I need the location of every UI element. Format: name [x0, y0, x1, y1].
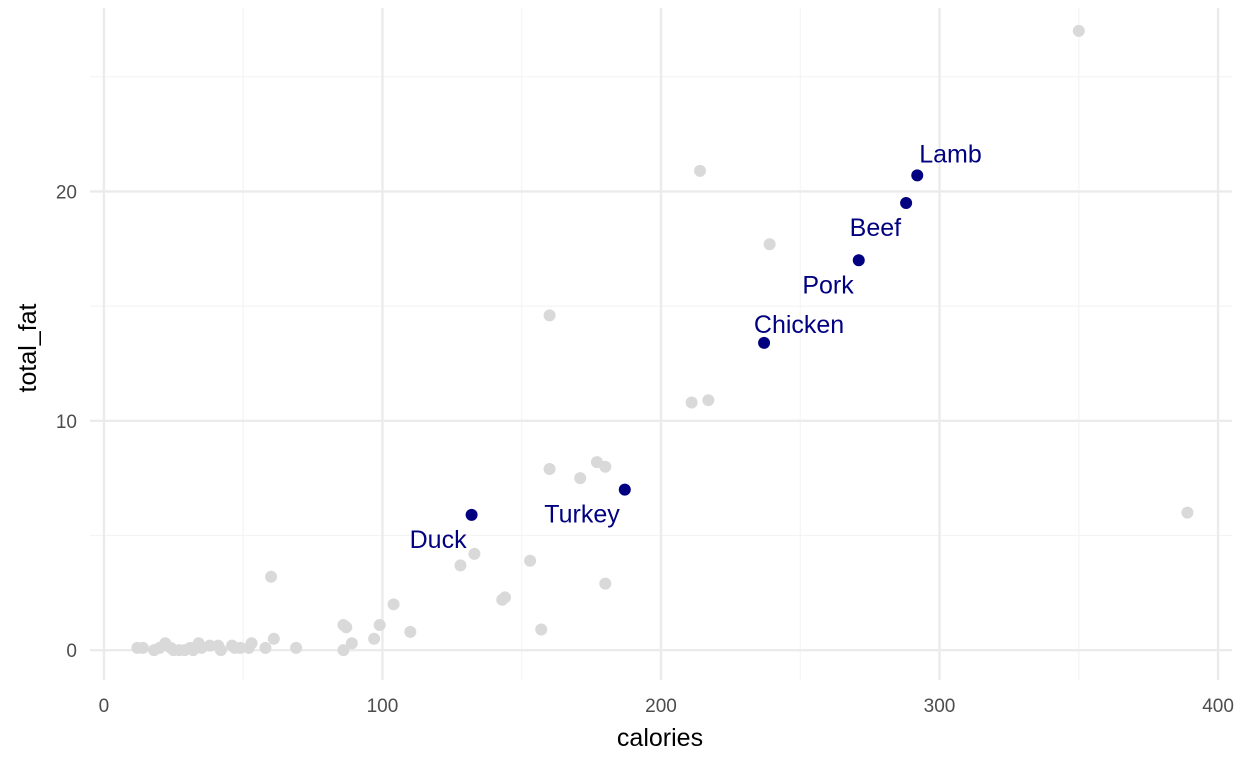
background-point: [374, 619, 386, 631]
point-label: Beef: [850, 214, 901, 242]
background-point: [259, 642, 271, 654]
background-point: [1073, 25, 1085, 37]
major-gridlines: [90, 8, 1232, 680]
background-point: [137, 642, 149, 654]
background-point: [544, 463, 556, 475]
background-point: [468, 548, 480, 560]
background-point: [368, 633, 380, 645]
background-point: [404, 626, 416, 638]
y-axis-ticks: 0 10 20: [56, 182, 77, 662]
background-point: [686, 396, 698, 408]
background-point: [535, 624, 547, 636]
point-label: Duck: [410, 526, 467, 554]
background-point: [599, 461, 611, 473]
background-point: [499, 591, 511, 603]
point-label: Pork: [802, 271, 854, 299]
highlight-point: [911, 169, 923, 181]
point-label: Lamb: [919, 140, 982, 168]
x-tick-label: 100: [367, 696, 399, 717]
point-label: Chicken: [754, 311, 844, 339]
y-tick-label: 0: [66, 641, 77, 662]
x-axis-ticks: 0 100 200 300 400: [99, 696, 1234, 717]
background-point: [702, 394, 714, 406]
background-point: [215, 644, 227, 656]
x-tick-label: 300: [924, 696, 956, 717]
background-point: [340, 621, 352, 633]
highlight-point: [466, 509, 478, 521]
background-point: [599, 578, 611, 590]
y-tick-label: 10: [56, 412, 77, 433]
highlight-point: [853, 254, 865, 266]
background-point: [524, 555, 536, 567]
background-point: [544, 309, 556, 321]
background-point: [1181, 507, 1193, 519]
background-point: [246, 637, 258, 649]
background-point: [346, 637, 358, 649]
background-point: [764, 238, 776, 250]
x-tick-label: 0: [99, 696, 110, 717]
background-point: [265, 571, 277, 583]
x-axis-title: calories: [617, 724, 703, 752]
x-tick-label: 200: [645, 696, 677, 717]
background-point: [574, 472, 586, 484]
background-point: [290, 642, 302, 654]
background-point: [694, 165, 706, 177]
y-axis-title: total_fat: [14, 303, 42, 392]
highlight-point: [619, 484, 631, 496]
point-labels: Lamb Beef Pork Chicken Turkey Duck: [410, 140, 982, 553]
x-tick-label: 400: [1202, 696, 1234, 717]
y-tick-label: 20: [56, 182, 77, 203]
background-point: [388, 598, 400, 610]
point-label: Turkey: [544, 501, 620, 529]
highlight-point: [900, 197, 912, 209]
background-point: [454, 559, 466, 571]
background-point: [268, 633, 280, 645]
background-points: [131, 25, 1193, 656]
